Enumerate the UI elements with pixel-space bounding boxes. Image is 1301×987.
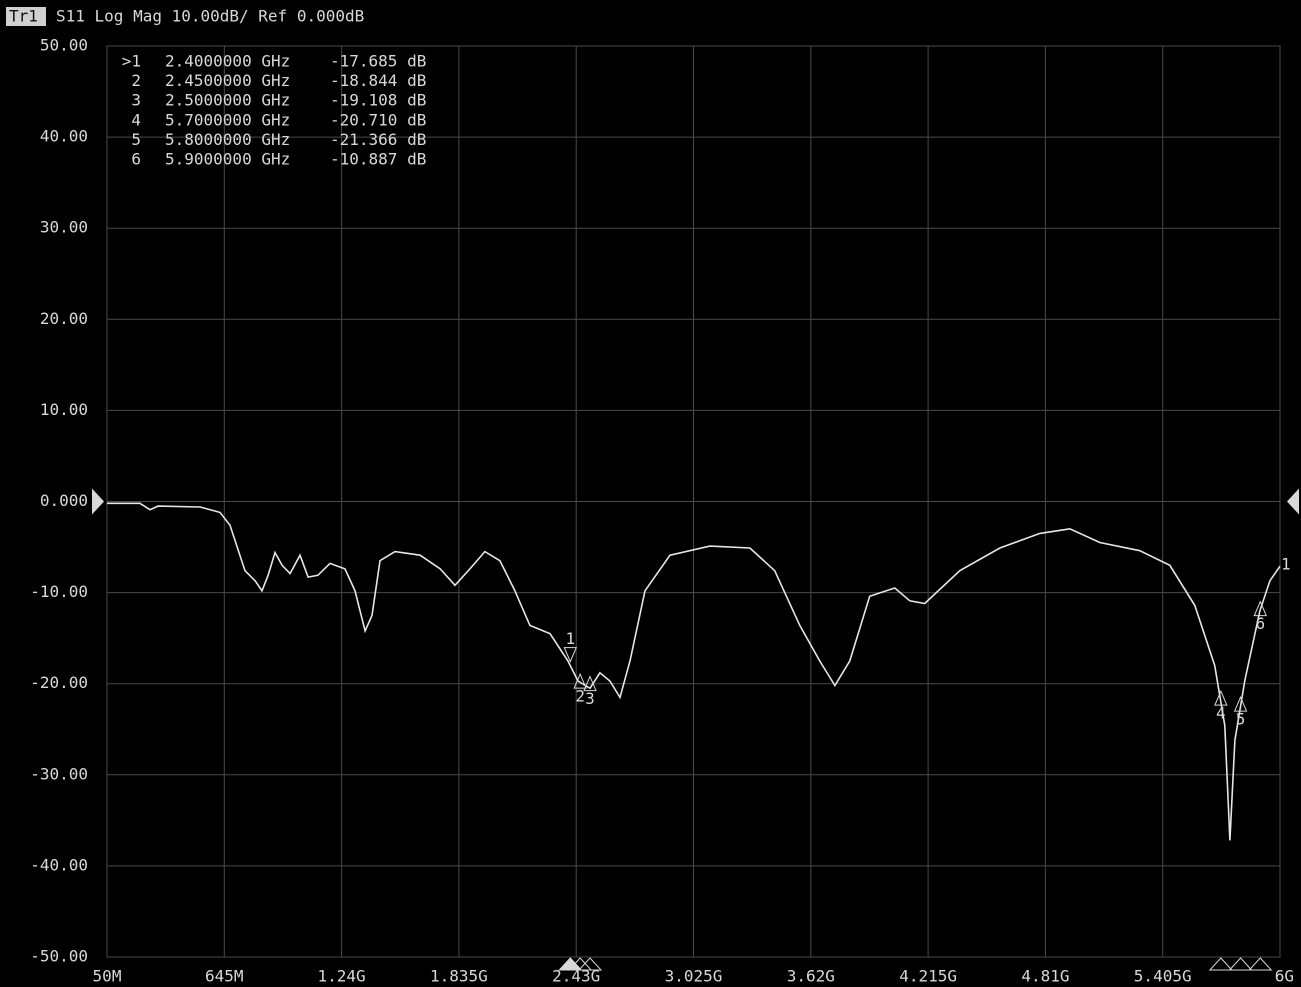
- marker-triangle: [1214, 689, 1228, 706]
- marker-name: 4: [131, 110, 141, 129]
- marker-frequency: 2.4000000 GHz: [165, 52, 290, 71]
- marker-triangle: [583, 675, 597, 692]
- marker-value: -20.710 dB: [330, 110, 426, 129]
- marker-value: -17.685 dB: [330, 52, 426, 71]
- y-tick-label: 0.000: [40, 491, 88, 510]
- marker-name: >1: [122, 52, 141, 71]
- y-tick-label: 10.00: [40, 400, 88, 419]
- marker-frequency: 5.9000000 GHz: [165, 150, 290, 169]
- y-tick-label: -10.00: [30, 582, 88, 601]
- x-tick-label: 2.43G: [552, 967, 600, 986]
- x-tick-label: 645M: [205, 967, 244, 986]
- marker-tag: 2: [575, 687, 585, 706]
- y-tick-label: 50.00: [40, 36, 88, 55]
- stimulus-marker: [1248, 957, 1273, 971]
- marker-frequency: 5.8000000 GHz: [165, 130, 290, 149]
- ref-arrow-left: [92, 488, 104, 515]
- chart-title: S11 Log Mag 10.00dB/ Ref 0.000dB: [56, 7, 364, 26]
- trace-end-label: 1: [1281, 555, 1291, 574]
- marker-name: 3: [131, 91, 141, 110]
- x-tick-label: 4.81G: [1021, 967, 1069, 986]
- y-tick-label: -40.00: [30, 855, 88, 874]
- marker-triangle: [1253, 600, 1268, 617]
- x-tick-label: 3.62G: [787, 967, 835, 986]
- marker-triangle: [573, 672, 587, 689]
- x-tick-label: 50M: [93, 967, 122, 986]
- marker-value: -18.844 dB: [330, 71, 426, 90]
- y-tick-label: -20.00: [30, 673, 88, 692]
- marker-name: 6: [131, 150, 141, 169]
- trace-line: [107, 502, 1281, 841]
- marker-triangle: [563, 647, 578, 663]
- marker-value: -21.366 dB: [330, 130, 426, 149]
- y-tick-label: -50.00: [30, 947, 88, 966]
- ref-arrow-right: [1287, 488, 1299, 515]
- marker-tag: 1: [565, 629, 575, 648]
- x-tick-label: 5.405G: [1134, 967, 1192, 986]
- trace-label: Tr1: [9, 7, 38, 26]
- marker-value: -10.887 dB: [330, 150, 426, 169]
- marker-frequency: 2.5000000 GHz: [165, 91, 290, 110]
- marker-frequency: 5.7000000 GHz: [165, 110, 290, 129]
- x-tick-label: 1.24G: [318, 967, 366, 986]
- stimulus-marker: [1228, 957, 1253, 971]
- marker-tag: 4: [1216, 704, 1226, 723]
- stimulus-marker: [577, 957, 603, 971]
- marker-name: 2: [131, 71, 141, 90]
- marker-tag: 3: [585, 689, 595, 708]
- marker-triangle: [1233, 695, 1248, 712]
- y-tick-label: 20.00: [40, 309, 88, 328]
- y-tick-label: 30.00: [40, 218, 88, 237]
- x-tick-label: 3.025G: [665, 967, 723, 986]
- marker-tag: 6: [1255, 614, 1265, 633]
- marker-tag: 5: [1236, 710, 1246, 729]
- stimulus-marker: [1208, 957, 1233, 971]
- marker-name: 5: [131, 130, 141, 149]
- marker-value: -19.108 dB: [330, 91, 426, 110]
- x-tick-label: 1.835G: [430, 967, 488, 986]
- y-tick-label: 40.00: [40, 127, 88, 146]
- y-tick-label: -30.00: [30, 764, 88, 783]
- x-tick-label: 6G: [1275, 967, 1294, 986]
- x-tick-label: 4.215G: [899, 967, 957, 986]
- trace-badge: [6, 7, 46, 26]
- marker-frequency: 2.4500000 GHz: [165, 71, 290, 90]
